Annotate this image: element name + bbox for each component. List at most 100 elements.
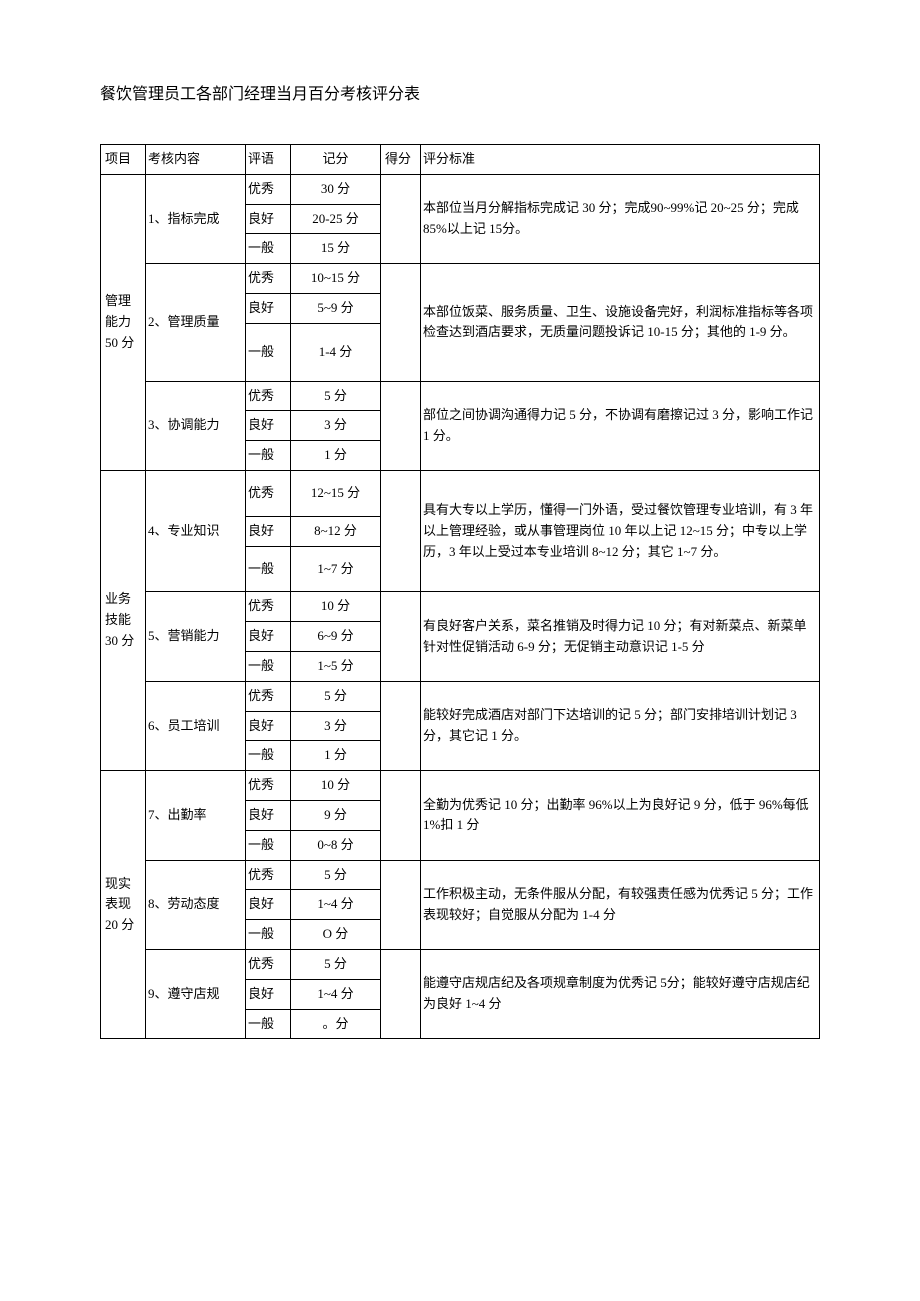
- rating-cell: 优秀: [246, 949, 291, 979]
- rating-cell: 一般: [246, 920, 291, 950]
- content-cell: 6、员工培训: [146, 681, 246, 770]
- points-cell: 1~5 分: [291, 651, 381, 681]
- criteria-cell: 能遵守店规店纪及各项规章制度为优秀记 5分；能较好遵守店规店纪为良好 1~4 分: [421, 949, 820, 1038]
- points-cell: O 分: [291, 920, 381, 950]
- score-cell: [381, 174, 421, 263]
- category-cell: 现实表现20 分: [101, 771, 146, 1039]
- rating-cell: 一般: [246, 441, 291, 471]
- points-cell: 20-25 分: [291, 204, 381, 234]
- rating-cell: 良好: [246, 800, 291, 830]
- table-row: 3、协调能力 优秀 5 分 部位之间协调沟通得力记 5 分，不协调有磨擦记过 3…: [101, 381, 820, 411]
- header-rating: 评语: [246, 145, 291, 175]
- rating-cell: 良好: [246, 516, 291, 546]
- score-cell: [381, 381, 421, 470]
- rating-cell: 优秀: [246, 681, 291, 711]
- content-cell: 7、出勤率: [146, 771, 246, 860]
- criteria-cell: 全勤为优秀记 10 分；出勤率 96%以上为良好记 9 分，低于 96%每低 1…: [421, 771, 820, 860]
- rating-cell: 良好: [246, 293, 291, 323]
- criteria-cell: 工作积极主动，无条件服从分配，有较强责任感为优秀记 5 分；工作表现较好；自觉服…: [421, 860, 820, 949]
- score-cell: [381, 681, 421, 770]
- table-header-row: 项目 考核内容 评语 记分 得分 评分标准: [101, 145, 820, 175]
- rating-cell: 一般: [246, 234, 291, 264]
- rating-cell: 一般: [246, 741, 291, 771]
- score-cell: [381, 949, 421, 1038]
- criteria-cell: 本部位当月分解指标完成记 30 分；完成90~99%记 20~25 分；完成 8…: [421, 174, 820, 263]
- points-cell: 3 分: [291, 411, 381, 441]
- rating-cell: 良好: [246, 622, 291, 652]
- points-cell: 9 分: [291, 800, 381, 830]
- score-cell: [381, 592, 421, 681]
- header-criteria: 评分标准: [421, 145, 820, 175]
- content-cell: 8、劳动态度: [146, 860, 246, 949]
- criteria-cell: 本部位饭菜、服务质量、卫生、设施设备完好，利润标准指标等各项检查达到酒店要求，无…: [421, 264, 820, 381]
- criteria-cell: 具有大专以上学历，懂得一门外语，受过餐饮管理专业培训，有 3 年以上管理经验，或…: [421, 470, 820, 591]
- rating-cell: 一般: [246, 830, 291, 860]
- points-cell: 10~15 分: [291, 264, 381, 294]
- table-row: 2、管理质量 优秀 10~15 分 本部位饭菜、服务质量、卫生、设施设备完好，利…: [101, 264, 820, 294]
- rating-cell: 良好: [246, 979, 291, 1009]
- rating-cell: 良好: [246, 204, 291, 234]
- rating-cell: 一般: [246, 1009, 291, 1039]
- criteria-cell: 有良好客户关系，菜名推销及时得力记 10 分；有对新菜点、新菜单针对性促销活动 …: [421, 592, 820, 681]
- rating-cell: 优秀: [246, 592, 291, 622]
- rating-cell: 优秀: [246, 381, 291, 411]
- header-content: 考核内容: [146, 145, 246, 175]
- points-cell: 12~15 分: [291, 470, 381, 516]
- points-cell: 5 分: [291, 949, 381, 979]
- criteria-cell: 能较好完成酒店对部门下达培训的记 5 分；部门安排培训计划记 3 分，其它记 1…: [421, 681, 820, 770]
- score-cell: [381, 860, 421, 949]
- score-cell: [381, 264, 421, 381]
- rating-cell: 一般: [246, 546, 291, 592]
- score-cell: [381, 470, 421, 591]
- points-cell: 3 分: [291, 711, 381, 741]
- points-cell: 1~4 分: [291, 979, 381, 1009]
- content-cell: 5、营销能力: [146, 592, 246, 681]
- points-cell: 10 分: [291, 592, 381, 622]
- table-row: 管理能力50 分 1、指标完成 优秀 30 分 本部位当月分解指标完成记 30 …: [101, 174, 820, 204]
- content-cell: 3、协调能力: [146, 381, 246, 470]
- table-row: 5、营销能力 优秀 10 分 有良好客户关系，菜名推销及时得力记 10 分；有对…: [101, 592, 820, 622]
- points-cell: 0~8 分: [291, 830, 381, 860]
- category-cell: 管理能力50 分: [101, 174, 146, 470]
- table-row: 现实表现20 分 7、出勤率 优秀 10 分 全勤为优秀记 10 分；出勤率 9…: [101, 771, 820, 801]
- points-cell: 5 分: [291, 681, 381, 711]
- rating-cell: 优秀: [246, 771, 291, 801]
- points-cell: 8~12 分: [291, 516, 381, 546]
- points-cell: 1~7 分: [291, 546, 381, 592]
- rating-cell: 良好: [246, 711, 291, 741]
- evaluation-table: 项目 考核内容 评语 记分 得分 评分标准 管理能力50 分 1、指标完成 优秀…: [100, 144, 820, 1039]
- page-title: 餐饮管理员工各部门经理当月百分考核评分表: [100, 80, 820, 104]
- points-cell: 1-4 分: [291, 323, 381, 381]
- content-cell: 2、管理质量: [146, 264, 246, 381]
- rating-cell: 一般: [246, 651, 291, 681]
- content-cell: 9、遵守店规: [146, 949, 246, 1038]
- points-cell: 1 分: [291, 741, 381, 771]
- rating-cell: 优秀: [246, 860, 291, 890]
- points-cell: 6~9 分: [291, 622, 381, 652]
- points-cell: 1 分: [291, 441, 381, 471]
- rating-cell: 优秀: [246, 174, 291, 204]
- rating-cell: 优秀: [246, 264, 291, 294]
- content-cell: 1、指标完成: [146, 174, 246, 263]
- points-cell: 1~4 分: [291, 890, 381, 920]
- rating-cell: 良好: [246, 411, 291, 441]
- table-row: 6、员工培训 优秀 5 分 能较好完成酒店对部门下达培训的记 5 分；部门安排培…: [101, 681, 820, 711]
- points-cell: 5 分: [291, 860, 381, 890]
- criteria-cell: 部位之间协调沟通得力记 5 分，不协调有磨擦记过 3 分，影响工作记 1 分。: [421, 381, 820, 470]
- points-cell: 5 分: [291, 381, 381, 411]
- header-category: 项目: [101, 145, 146, 175]
- points-cell: 15 分: [291, 234, 381, 264]
- rating-cell: 优秀: [246, 470, 291, 516]
- table-row: 8、劳动态度 优秀 5 分 工作积极主动，无条件服从分配，有较强责任感为优秀记 …: [101, 860, 820, 890]
- header-score: 得分: [381, 145, 421, 175]
- table-row: 9、遵守店规 优秀 5 分 能遵守店规店纪及各项规章制度为优秀记 5分；能较好遵…: [101, 949, 820, 979]
- points-cell: 30 分: [291, 174, 381, 204]
- points-cell: 5~9 分: [291, 293, 381, 323]
- rating-cell: 良好: [246, 890, 291, 920]
- rating-cell: 一般: [246, 323, 291, 381]
- points-cell: 10 分: [291, 771, 381, 801]
- table-row: 业务技能30 分 4、专业知识 优秀 12~15 分 具有大专以上学历，懂得一门…: [101, 470, 820, 516]
- content-cell: 4、专业知识: [146, 470, 246, 591]
- category-cell: 业务技能30 分: [101, 470, 146, 770]
- header-points: 记分: [291, 145, 381, 175]
